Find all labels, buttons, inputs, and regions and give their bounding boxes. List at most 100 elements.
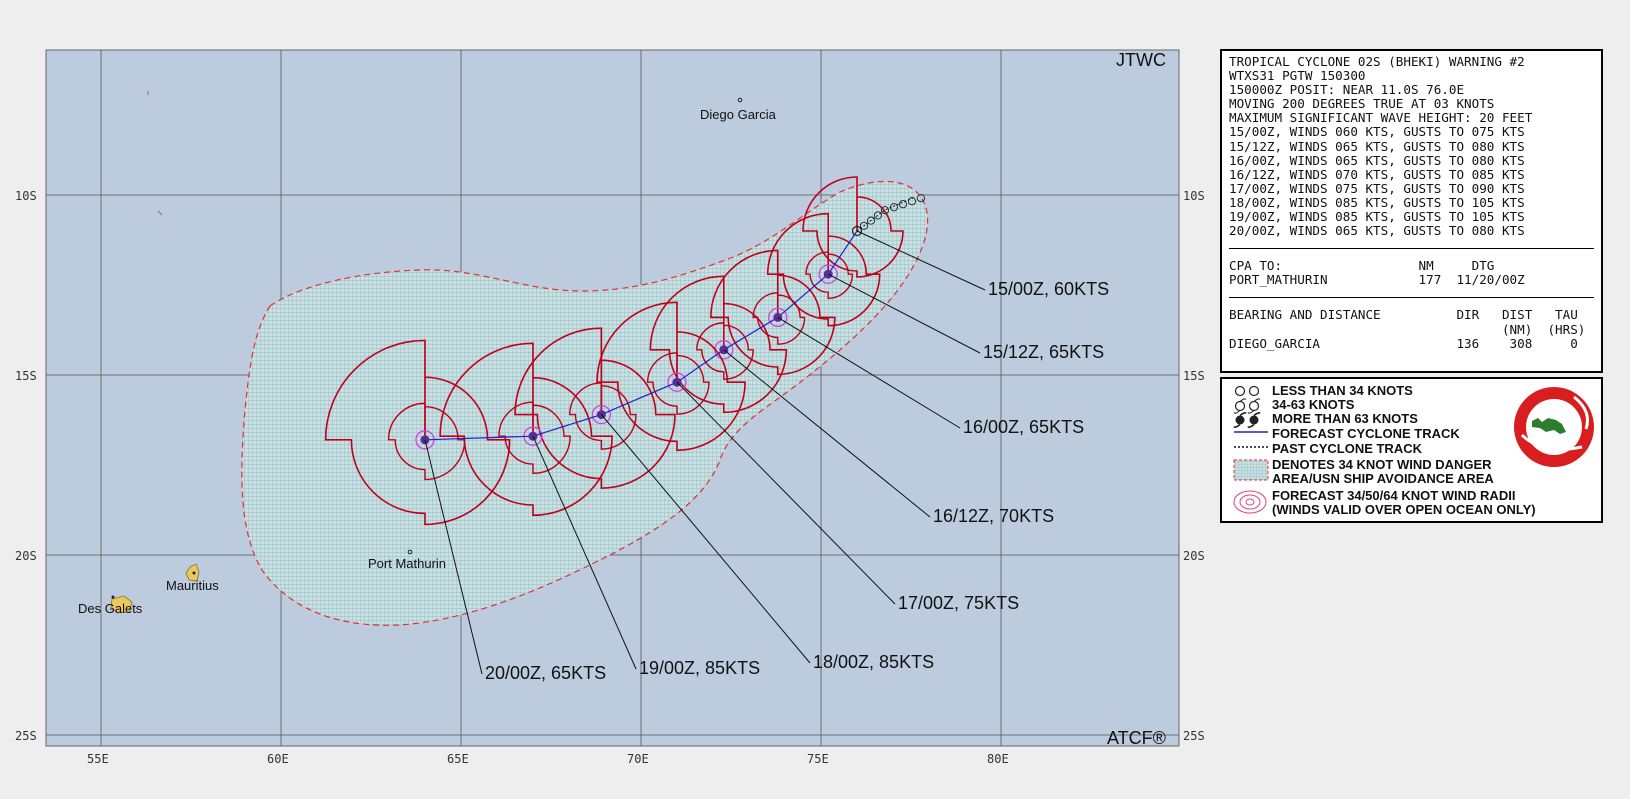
mauritius-marker: [192, 571, 196, 575]
warning-line: 19/00Z, WINDS 085 KTS, GUSTS TO 105 KTS: [1229, 209, 1525, 225]
past-track-circle: [859, 221, 869, 230]
lat-lon-grid: [46, 50, 1179, 746]
cpa-header: CPA TO: NM DTG: [1229, 258, 1495, 274]
past-cyclone-track: [856, 194, 926, 232]
weak-storm-icon: [1234, 385, 1260, 397]
wind-radii-50kt: [805, 251, 854, 300]
warning-line: 150000Z POSIT: NEAR 11.0S 76.0E: [1229, 82, 1465, 98]
lon-tick-label: 65E: [447, 752, 469, 766]
reunion-island: [110, 595, 133, 614]
wind-radii-50kt: [387, 402, 466, 481]
bearing-header-units: (NM) (HRS): [1229, 321, 1586, 337]
warning-lines: TROPICAL CYCLONE 02S (BHEKI) WARNING #2 W…: [1229, 54, 1594, 238]
wind-radii-50kt: [569, 382, 637, 450]
leader-line: [601, 414, 811, 664]
bearing-header: BEARING AND DISTANCE DIR DIST TAU: [1229, 307, 1578, 323]
forecast-label: 15/12Z, 65KTS: [983, 342, 1104, 362]
legend-danger-area: DENOTES 34 KNOT WIND DANGER AREA/USN SHI…: [1272, 457, 1494, 486]
warning-line: 16/12Z, WINDS 070 KTS, GUSTS TO 085 KTS: [1229, 166, 1525, 182]
past-track-circle: [898, 200, 908, 209]
wind-radii-64kt: [591, 404, 612, 425]
wind-radii-icon: [1233, 490, 1267, 514]
leader-line: [532, 435, 637, 670]
lon-tick-label: 55E: [87, 752, 109, 766]
reunion-marker: [111, 595, 115, 599]
wind-radii-64kt: [667, 372, 687, 392]
lat-tick-label: 25S: [15, 729, 37, 743]
lat-tick-label: 20S: [1183, 549, 1205, 563]
lat-tick-label: 10S: [1183, 189, 1205, 203]
lat-tick-label: 15S: [15, 369, 37, 383]
forecast-leader-lines: [424, 230, 986, 675]
leader-line: [424, 439, 483, 675]
place-mauritius: Mauritius: [166, 578, 219, 593]
forecast-track-icon: [1234, 431, 1268, 433]
leader-line: [856, 230, 986, 291]
legend-wind-radii: FORECAST 34/50/64 KNOT WIND RADII (WINDS…: [1272, 488, 1536, 517]
medium-storm-icon: [1233, 398, 1261, 414]
warning-line: MAXIMUM SIGNIFICANT WAVE HEIGHT: 20 FEET: [1229, 110, 1533, 126]
forecast-label: 19/00Z, 85KTS: [639, 658, 760, 678]
forecast-label: 18/00Z, 85KTS: [813, 652, 934, 672]
legend-34-63: 34-63 KNOTS: [1272, 397, 1355, 412]
cpa-row: PORT_MATHURIN 177 11/20/00Z: [1229, 272, 1525, 288]
wind-radii: [324, 176, 904, 526]
jtwc-seal-logo: [1514, 387, 1594, 467]
past-track-circle: [873, 211, 883, 220]
wind-radii-64kt: [818, 264, 838, 284]
storm-symbol-icon: [851, 225, 863, 237]
legend-past-track: PAST CYCLONE TRACK: [1272, 441, 1422, 456]
forecast-label: 17/00Z, 75KTS: [898, 593, 1019, 613]
danger-area: [241, 180, 929, 626]
atcf-label: ATCF®: [1107, 728, 1166, 748]
place-diego-garcia: Diego Garcia: [700, 107, 777, 122]
wind-radii-50kt: [752, 292, 806, 345]
bearing-row: DIEGO_GARCIA 136 308 0: [1229, 335, 1578, 351]
wind-radii-34kt: [324, 339, 511, 526]
land-features: [110, 91, 743, 614]
forecast-label: 16/12Z, 70KTS: [933, 506, 1054, 526]
wind-radii-34kt: [514, 327, 676, 490]
strong-storm-icon: [1233, 412, 1261, 428]
agency-label: JTWC: [1116, 50, 1166, 70]
wind-radii-34kt: [439, 342, 613, 517]
divider: [1229, 248, 1594, 250]
leader-line: [723, 349, 931, 518]
wind-radii-34kt: [802, 176, 904, 278]
wind-radii-34kt: [766, 212, 881, 327]
leader-line: [827, 273, 981, 354]
wind-radii-34kt: [596, 301, 746, 452]
past-track-icon: [1234, 446, 1268, 448]
lon-tick-label: 60E: [267, 752, 289, 766]
warning-line: 15/12Z, WINDS 065 KTS, GUSTS TO 080 KTS: [1229, 138, 1525, 154]
past-track-circle: [907, 197, 917, 206]
diego-garcia-marker: [737, 97, 743, 103]
wind-radii-64kt: [768, 307, 788, 328]
forecast-label: 16/00Z, 65KTS: [963, 417, 1084, 437]
warning-line: 16/00Z, WINDS 065 KTS, GUSTS TO 080 KTS: [1229, 152, 1525, 168]
danger-area-icon: [1233, 459, 1269, 481]
lat-tick-label: 15S: [1183, 369, 1205, 383]
legend-more-63: MORE THAN 63 KNOTS: [1272, 411, 1418, 426]
islet-marker: [157, 210, 163, 216]
lat-tick-label: 20S: [15, 549, 37, 563]
place-des-galets: Des Galets: [78, 601, 143, 616]
legend-forecast-track: FORECAST CYCLONE TRACK: [1272, 426, 1460, 441]
wind-radii-34kt: [710, 249, 836, 376]
legend-box: LESS THAN 34 KNOTS 34-63 KNOTS MORE THAN…: [1220, 377, 1603, 523]
leader-line: [777, 316, 961, 429]
past-track-circle: [880, 206, 890, 215]
past-track-line: [856, 196, 916, 232]
warning-line: 18/00Z, WINDS 085 KTS, GUSTS TO 105 KTS: [1229, 194, 1525, 210]
wind-radii-34kt: [649, 275, 788, 414]
forecast-track-line: [424, 230, 858, 441]
rodrigues-marker: [407, 549, 413, 555]
warning-line: MOVING 200 DEGREES TRUE AT 03 KNOTS: [1229, 96, 1495, 112]
leader-line: [676, 381, 896, 605]
lon-tick-label: 80E: [987, 752, 1009, 766]
forecast-labels: 15/00Z, 60KTS 15/12Z, 65KTS 16/00Z, 65KTS 1…: [485, 279, 1109, 683]
lon-tick-label: 75E: [807, 752, 829, 766]
lat-tick-label: 25S: [1183, 729, 1205, 743]
warning-line: 15/00Z, WINDS 060 KTS, GUSTS TO 075 KTS: [1229, 124, 1525, 140]
legend-less-34: LESS THAN 34 KNOTS: [1272, 383, 1413, 398]
